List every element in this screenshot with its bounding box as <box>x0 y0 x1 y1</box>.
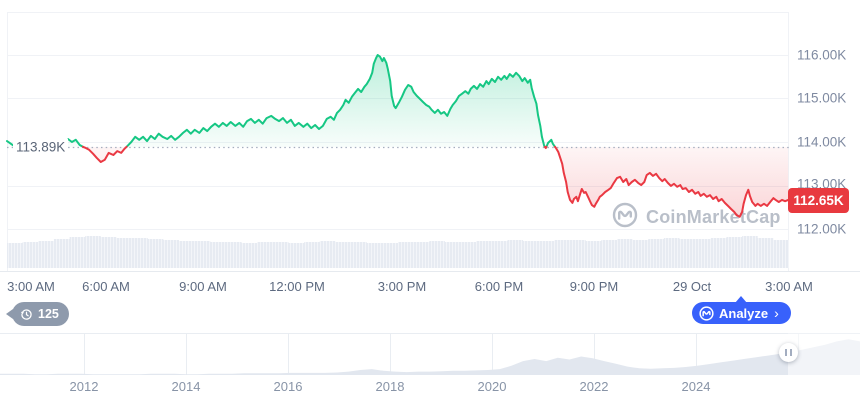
range-handle[interactable] <box>779 343 798 362</box>
y-tick-label: 116.00K <box>797 47 847 63</box>
chevron-right-icon: › <box>774 305 779 321</box>
x-tick-label: 3:00 AM <box>7 279 55 294</box>
history-count-badge[interactable]: 125 <box>6 302 69 326</box>
x-tick-label: 6:00 AM <box>82 279 130 294</box>
x-tick-label: 9:00 PM <box>569 279 619 294</box>
cmc-logo-icon <box>612 202 638 233</box>
y-tick-label: 112.00K <box>797 221 847 237</box>
watermark-text: CoinMarketCap <box>646 207 781 227</box>
analyze-label: Analyze <box>719 305 769 321</box>
volume-bars <box>7 236 789 268</box>
gridlines <box>7 12 789 271</box>
year-tick-label: 2016 <box>273 379 303 394</box>
year-tick-label: 2014 <box>171 379 201 394</box>
x-tick-label: 3:00 PM <box>377 279 427 294</box>
clock-history-icon <box>20 308 33 321</box>
x-tick-label: 9:00 AM <box>179 279 227 294</box>
current-price-badge: 112.65K <box>788 188 849 213</box>
navigator-unselected-region[interactable] <box>788 333 860 376</box>
navigator-year-gridlines <box>84 333 799 375</box>
price-line-down[interactable] <box>81 145 790 218</box>
analyze-button[interactable]: Analyze › <box>692 296 791 324</box>
coinmarketcap-watermark: CoinMarketCap <box>612 202 781 233</box>
y-tick-label: 113.00K <box>797 176 847 192</box>
x-tick-label: 29 Oct <box>672 279 712 294</box>
year-tick-label: 2020 <box>477 379 507 394</box>
x-tick-label: 6:00 PM <box>474 279 524 294</box>
price-area-up <box>7 55 555 147</box>
year-tick-label: 2012 <box>69 379 99 394</box>
price-area-down <box>82 146 789 217</box>
cmc-logo-icon <box>699 305 714 321</box>
year-tick-label: 2018 <box>375 379 405 394</box>
x-tick-label: 12:00 PM <box>269 279 325 294</box>
history-count-value: 125 <box>38 307 59 321</box>
navigator-history-area <box>0 339 860 375</box>
y-tick-label: 115.00K <box>797 90 847 106</box>
year-tick-label: 2022 <box>579 379 609 394</box>
grip-icon <box>785 349 788 356</box>
x-tick-label: 3:00 AM <box>765 279 813 294</box>
year-tick-label: 2024 <box>681 379 711 394</box>
y-tick-label: 114.00K <box>797 134 847 150</box>
baseline-price-label: 113.89K <box>13 138 69 156</box>
